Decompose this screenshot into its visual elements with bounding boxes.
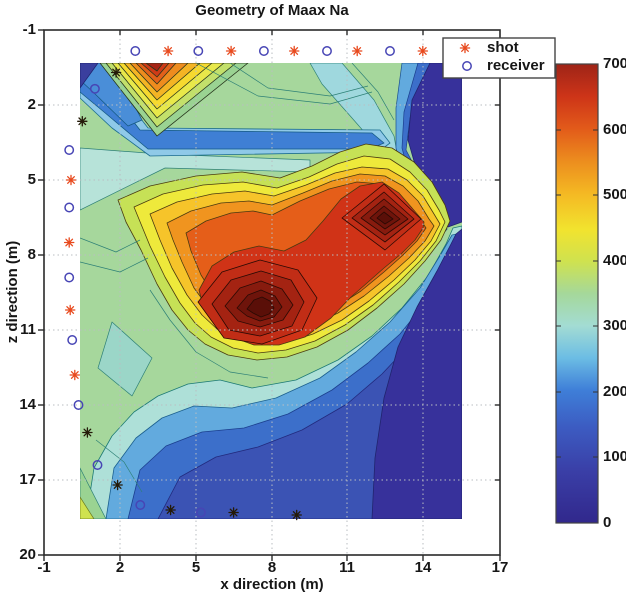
- receiver-marker: [130, 46, 141, 56]
- legend-shot-label: shot: [487, 39, 519, 56]
- shot-marker: [417, 45, 429, 57]
- x-tick-label: 11: [339, 559, 355, 576]
- legend-receiver-label: receiver: [487, 57, 545, 74]
- receiver-marker: [64, 145, 75, 155]
- legend: [442, 37, 556, 79]
- z-tick-label: 20: [19, 546, 36, 563]
- shot-marker: [64, 304, 76, 316]
- z-tick-label: -1: [22, 21, 36, 38]
- colorbar-tick-label: 100: [603, 448, 626, 465]
- z-tick-label: 5: [27, 171, 36, 188]
- edge-marker: [165, 504, 176, 516]
- shot-marker: [162, 45, 174, 57]
- axes-box: [38, 29, 501, 561]
- receiver-marker: [64, 272, 75, 283]
- edge-marker: [112, 479, 123, 491]
- colorbar-tick-label: 700: [603, 55, 626, 72]
- z-tick-label: 17: [19, 471, 36, 488]
- x-tick-label: 2: [115, 559, 125, 576]
- x-tick-label: 8: [267, 559, 277, 576]
- edge-marker: [228, 507, 239, 518]
- shot-marker: [69, 369, 81, 381]
- z-axis-label: z direction (m): [4, 240, 21, 344]
- x-tick-label: -1: [37, 559, 51, 576]
- receiver-marker: [258, 46, 269, 56]
- colorbar-tick-label: 500: [603, 186, 626, 203]
- colorbar-tick-label: 600: [603, 121, 626, 138]
- colorbar-tick-marks: [556, 129, 598, 458]
- receiver-marker: [385, 46, 395, 56]
- edge-marker: [291, 509, 302, 521]
- edge-marker: [110, 67, 122, 78]
- colorbar-tick-label: 300: [603, 317, 626, 334]
- shot-marker: [351, 45, 363, 57]
- x-tick-label: 14: [414, 559, 432, 576]
- z-tick-label: 2: [27, 96, 36, 113]
- z-tick-label: 11: [20, 321, 36, 338]
- shot-marker: [288, 45, 300, 57]
- z-tick-label: 8: [27, 246, 36, 263]
- grid-lines: [44, 30, 500, 555]
- colorbar: [555, 63, 599, 524]
- plot-title: Geometry of Maax Na: [195, 2, 349, 19]
- receiver-marker: [67, 335, 78, 345]
- receiver-marker: [64, 202, 75, 213]
- x-axis-label: x direction (m): [220, 576, 324, 593]
- z-tick-label: 14: [19, 396, 36, 413]
- x-tick-label: 17: [491, 559, 509, 576]
- legend-shot-icon: [459, 42, 471, 54]
- colorbar-tick-label: 0: [603, 514, 612, 531]
- edge-marker: [82, 427, 93, 438]
- receiver-marker: [193, 46, 204, 56]
- shot-marker: [65, 174, 77, 186]
- colorbar-tick-label: 200: [603, 383, 626, 400]
- edge-marker: [77, 116, 88, 127]
- colorbar-tick-label: 400: [603, 252, 626, 269]
- contour-field: [80, 63, 462, 519]
- shot-marker: [63, 237, 75, 248]
- shot-marker: [225, 45, 237, 57]
- x-tick-label: 5: [191, 559, 201, 576]
- receiver-marker: [322, 46, 332, 56]
- tick-marks: [38, 29, 501, 561]
- extra-contour-lines: [80, 63, 395, 493]
